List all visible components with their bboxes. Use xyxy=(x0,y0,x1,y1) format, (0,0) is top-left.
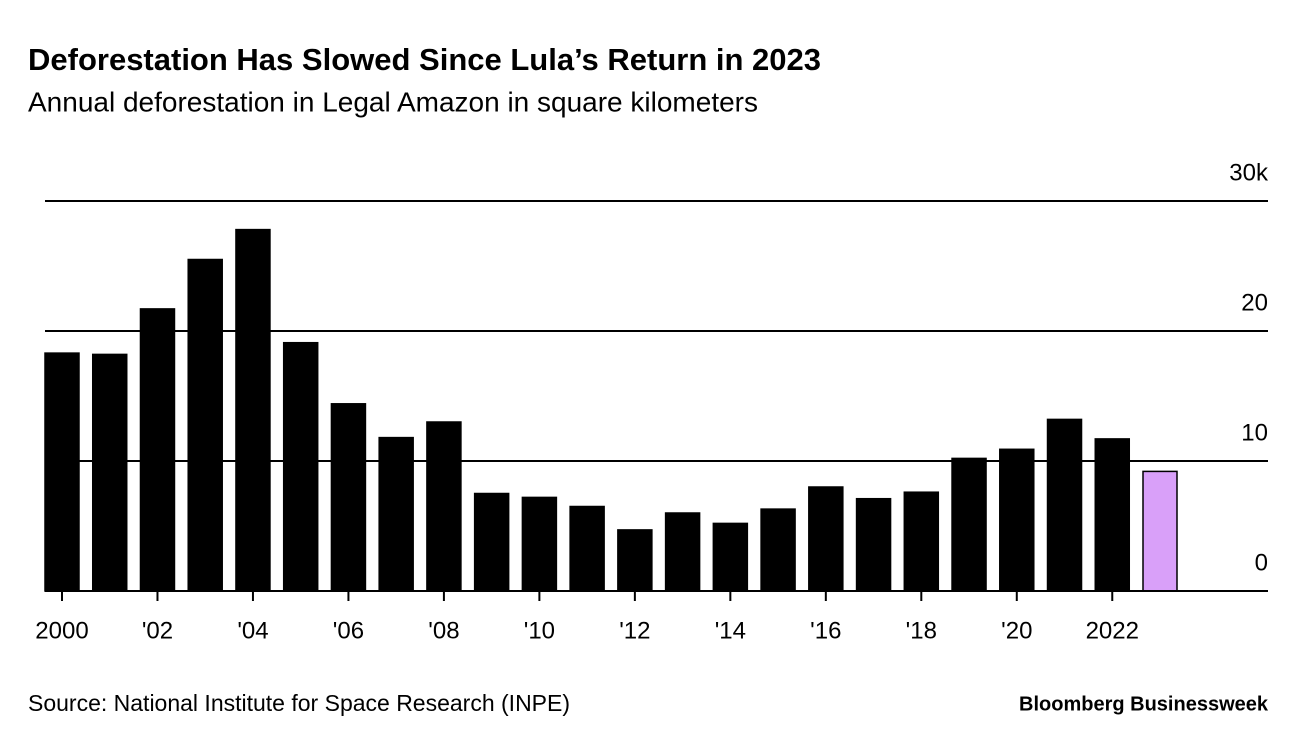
x-tick-label: '02 xyxy=(142,617,173,644)
bar xyxy=(903,491,940,592)
y-tick-label: 0 xyxy=(1255,549,1268,576)
source: Source: National Institute for Space Res… xyxy=(28,690,570,716)
x-tick-label: '12 xyxy=(619,617,650,644)
bar xyxy=(187,258,223,592)
chart-subtitle: Annual deforestation in Legal Amazon in … xyxy=(28,86,758,117)
bar xyxy=(378,436,414,592)
x-tick-label: '06 xyxy=(333,617,364,644)
x-tick-label: '18 xyxy=(906,617,937,644)
x-tick-label: '20 xyxy=(1001,617,1032,644)
bar xyxy=(617,529,653,592)
bar xyxy=(330,403,367,592)
bar xyxy=(235,228,271,592)
bar xyxy=(282,341,319,592)
bar xyxy=(760,508,796,592)
chart-title: Deforestation Has Slowed Since Lula’s Re… xyxy=(28,42,821,77)
x-tick-label: '04 xyxy=(237,617,268,644)
bar xyxy=(569,505,605,592)
x-tick-label: '08 xyxy=(428,617,459,644)
bar xyxy=(712,522,749,592)
y-tick-label: 30k xyxy=(1229,159,1269,186)
x-tick-label: '16 xyxy=(810,617,841,644)
x-tick-label: 2022 xyxy=(1086,617,1139,644)
bar xyxy=(473,492,510,592)
bar xyxy=(139,308,176,592)
bar xyxy=(1046,418,1083,592)
bar xyxy=(664,512,701,592)
bar xyxy=(426,421,462,592)
bar xyxy=(855,497,892,592)
x-tick-label: '14 xyxy=(715,617,746,644)
bar xyxy=(808,486,844,592)
y-tick-label: 20 xyxy=(1241,289,1268,316)
bar xyxy=(91,353,128,592)
bar xyxy=(999,448,1035,592)
y-tick-label: 10 xyxy=(1241,419,1268,446)
bar xyxy=(1094,438,1131,592)
brand: Bloomberg Businessweek xyxy=(1019,693,1269,715)
bar xyxy=(1142,470,1178,592)
x-tick-label: '10 xyxy=(524,617,555,644)
bar xyxy=(951,457,987,592)
x-tick-label: 2000 xyxy=(35,617,88,644)
bar xyxy=(521,496,558,592)
bar xyxy=(44,352,80,592)
